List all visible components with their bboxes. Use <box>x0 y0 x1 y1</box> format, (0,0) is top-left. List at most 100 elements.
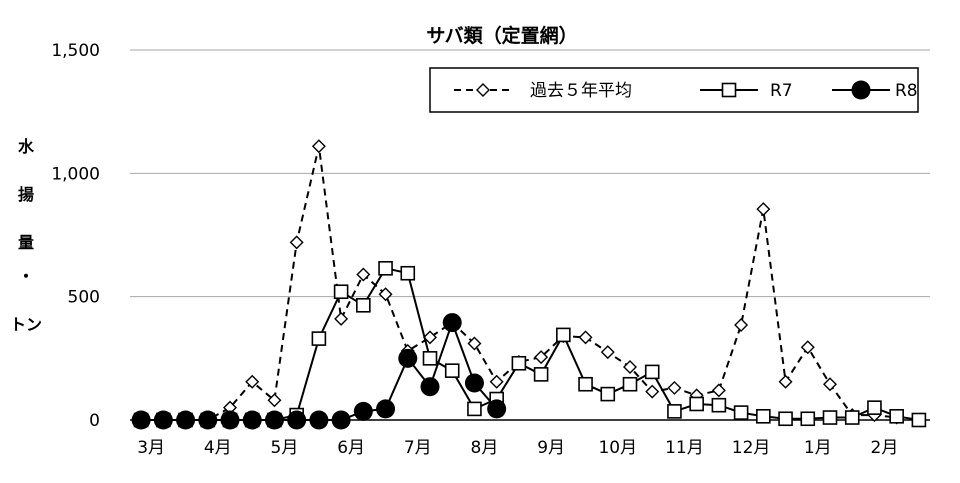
data-point <box>721 82 737 98</box>
y-tick-label: 1,000 <box>51 164 100 184</box>
data-point <box>823 377 837 392</box>
data-point <box>844 410 860 425</box>
x-tick-label: 11月 <box>665 438 704 458</box>
data-point <box>667 380 682 395</box>
x-tick-label: 4月 <box>204 438 232 458</box>
data-point <box>264 410 284 430</box>
x-tick-labels: 3月 4月 5月 6月 7月 8月 9月 10月 11月 12月 1月 2月 <box>137 438 898 458</box>
series-line <box>141 145 897 421</box>
data-point <box>334 311 349 326</box>
data-point <box>711 397 727 413</box>
data-point <box>376 399 396 419</box>
y-tick-label: 1,500 <box>51 41 100 61</box>
data-point <box>245 374 260 389</box>
series-solid-circle <box>131 313 507 430</box>
data-point <box>711 383 726 398</box>
data-point <box>220 410 240 430</box>
series-dashed-diamond <box>134 139 904 427</box>
y-label-char: ・ <box>18 267 34 286</box>
data-point <box>534 350 549 365</box>
chart-title: サバ類（定置網） <box>426 24 577 47</box>
data-point <box>556 327 571 343</box>
data-point <box>476 83 490 97</box>
data-point <box>778 374 793 389</box>
data-point <box>176 410 196 430</box>
data-point <box>356 297 371 313</box>
data-point <box>800 340 815 355</box>
data-point <box>353 401 373 421</box>
data-point <box>311 139 326 154</box>
data-point <box>400 265 416 281</box>
data-point <box>398 348 418 368</box>
data-point <box>487 399 507 419</box>
data-point <box>689 396 704 412</box>
data-point <box>778 411 793 427</box>
data-point <box>423 330 437 345</box>
data-point <box>578 330 593 345</box>
data-point <box>198 410 218 430</box>
x-tick-label: 6月 <box>337 438 365 458</box>
data-point <box>420 377 440 397</box>
y-tick-label: 500 <box>68 288 100 308</box>
data-point <box>734 318 749 333</box>
data-point <box>442 313 462 333</box>
data-point <box>131 410 151 430</box>
x-tick-label: 12月 <box>732 438 771 458</box>
data-point <box>645 384 660 399</box>
data-point <box>378 260 393 276</box>
data-point <box>578 376 593 392</box>
data-point <box>242 410 262 430</box>
data-point <box>289 235 304 250</box>
data-point <box>467 336 482 351</box>
data-point <box>644 364 660 380</box>
x-tick-label: 5月 <box>271 438 299 458</box>
x-tick-label: 1月 <box>804 438 832 458</box>
legend: 過去５年平均 R7 R8 <box>429 67 919 113</box>
data-point <box>800 411 816 427</box>
y-label-char: 量 <box>18 233 34 252</box>
series-line <box>141 267 920 421</box>
data-point <box>309 410 329 430</box>
x-tick-label: 8月 <box>471 438 499 458</box>
data-point <box>287 410 307 430</box>
series-layer <box>131 139 927 430</box>
x-tick-label: 9月 <box>537 438 565 458</box>
data-point <box>889 408 904 424</box>
data-point <box>756 202 771 217</box>
data-point <box>422 351 438 366</box>
data-point <box>356 267 371 282</box>
data-point <box>911 412 927 428</box>
legend-label: 過去５年平均 <box>530 81 632 101</box>
data-point <box>511 355 527 371</box>
y-tick-labels: 0 500 1,000 1,500 <box>51 41 100 431</box>
legend-label: R8 <box>895 81 918 101</box>
data-point <box>378 287 393 302</box>
data-point <box>444 363 460 378</box>
legend-label: R7 <box>770 81 793 101</box>
y-axis-label: 水揚量・トン <box>10 137 42 334</box>
x-tick-label: 10月 <box>598 438 637 458</box>
data-point <box>333 284 349 300</box>
y-label-char: 揚 <box>18 185 34 204</box>
data-point <box>623 359 637 374</box>
y-label-char: 水 <box>18 137 35 156</box>
data-point <box>851 80 871 100</box>
data-point <box>600 386 616 402</box>
data-point <box>331 410 351 430</box>
data-point <box>467 401 482 417</box>
data-point <box>267 393 282 408</box>
data-point <box>756 408 771 424</box>
data-point <box>600 345 615 360</box>
data-point <box>464 373 484 393</box>
y-label-unit: トン <box>10 315 42 334</box>
x-tick-label: 3月 <box>137 438 165 458</box>
x-tick-label: 7月 <box>404 438 432 458</box>
data-point <box>622 376 638 392</box>
data-point <box>667 404 682 419</box>
data-point <box>822 410 838 425</box>
x-tick-label: 2月 <box>871 438 899 458</box>
data-point <box>489 374 504 389</box>
data-point <box>153 410 173 430</box>
y-tick-label: 0 <box>89 411 100 431</box>
